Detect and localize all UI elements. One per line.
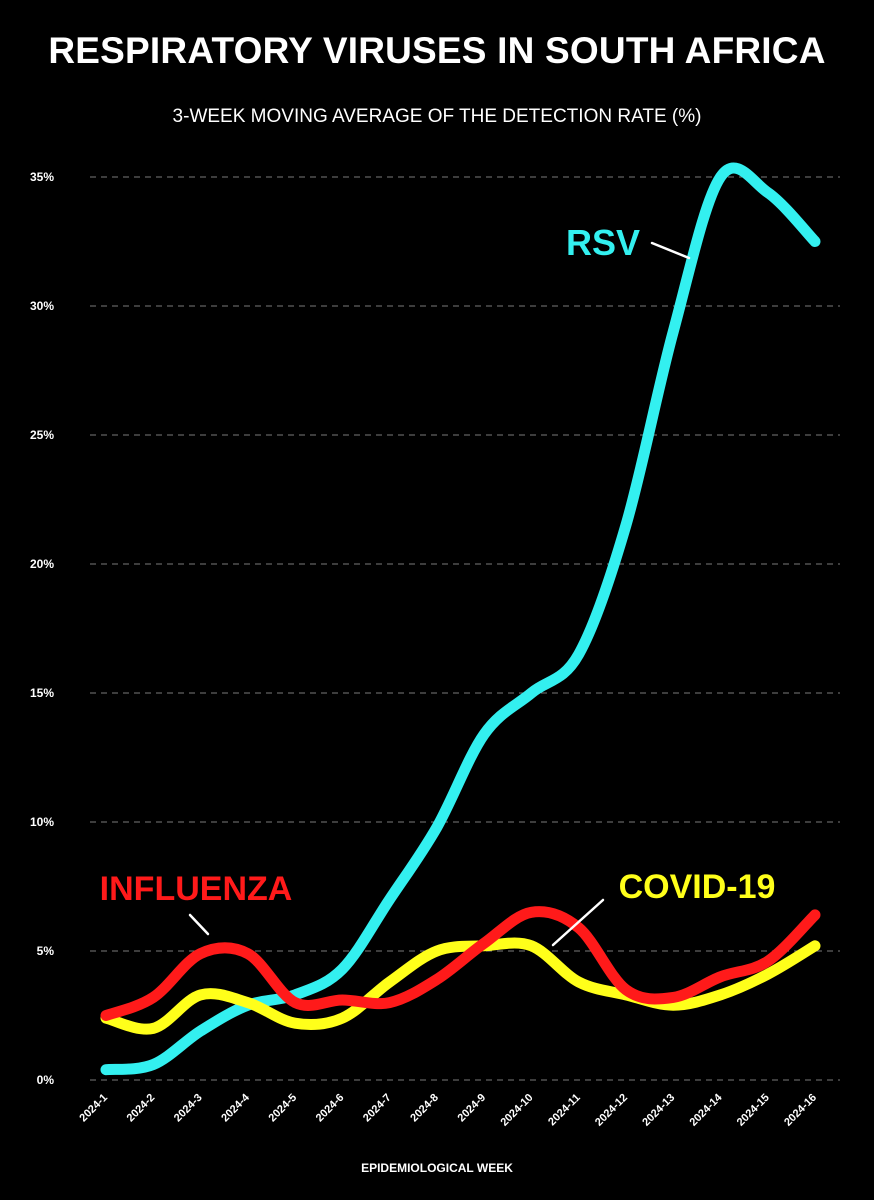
y-tick-label: 10% bbox=[30, 815, 54, 829]
leader-line-influenza bbox=[188, 913, 210, 936]
y-tick-label: 35% bbox=[30, 170, 54, 184]
y-tick-label: 20% bbox=[30, 557, 54, 571]
series-label-rsv: RSV bbox=[566, 222, 640, 263]
x-tick-label: 2024-4 bbox=[219, 1091, 252, 1124]
x-tick-label: 2024-12 bbox=[593, 1092, 630, 1129]
x-tick-label: 2024-8 bbox=[408, 1092, 441, 1125]
series-labels: RSV INFLUENZA COVID-19 bbox=[100, 222, 776, 947]
x-tick-label: 2024-10 bbox=[498, 1092, 535, 1129]
series-label-influenza: INFLUENZA bbox=[100, 870, 293, 908]
y-tick-label: 25% bbox=[30, 428, 54, 442]
y-tick-label: 0% bbox=[37, 1073, 55, 1087]
x-axis-tick-labels: 2024-1 2024-2 2024-3 2024-4 2024-5 2024-6 2024… bbox=[77, 1091, 819, 1129]
x-tick-label: 2024-15 bbox=[735, 1092, 772, 1129]
chart-title: RESPIRATORY VIRUSES IN SOUTH AFRICA bbox=[48, 30, 826, 71]
x-tick-label: 2024-11 bbox=[546, 1092, 583, 1129]
leader-line-rsv bbox=[650, 241, 691, 260]
x-tick-label: 2024-3 bbox=[172, 1092, 205, 1125]
x-tick-label: 2024-9 bbox=[456, 1092, 489, 1125]
series-lines bbox=[100, 162, 821, 1076]
y-tick-label: 30% bbox=[30, 299, 54, 313]
series-label-covid-19: COVID-19 bbox=[619, 868, 776, 906]
series-line-covid-19 bbox=[100, 937, 821, 1035]
x-tick-label: 2024-6 bbox=[314, 1092, 347, 1125]
series-line-influenza bbox=[100, 906, 821, 1021]
x-tick-label: 2024-5 bbox=[266, 1092, 299, 1125]
series-line-rsv bbox=[100, 162, 821, 1076]
leader-line-covid-19 bbox=[551, 898, 605, 947]
y-tick-label: 15% bbox=[30, 686, 54, 700]
x-tick-label: 2024-16 bbox=[782, 1092, 819, 1129]
y-tick-label: 5% bbox=[37, 944, 55, 958]
x-tick-label: 2024-2 bbox=[125, 1092, 158, 1125]
x-tick-label: 2024-1 bbox=[77, 1092, 110, 1125]
y-axis-tick-labels: 0% 5% 10% 15% 20% 25% 30% 35% bbox=[30, 170, 54, 1087]
x-tick-label: 2024-7 bbox=[361, 1092, 394, 1125]
x-axis-title: EPIDEMIOLOGICAL WEEK bbox=[361, 1161, 513, 1175]
x-tick-label: 2024-14 bbox=[688, 1091, 726, 1129]
chart-subtitle: 3-WEEK MOVING AVERAGE OF THE DETECTION R… bbox=[172, 106, 702, 127]
x-tick-label: 2024-13 bbox=[640, 1092, 677, 1129]
